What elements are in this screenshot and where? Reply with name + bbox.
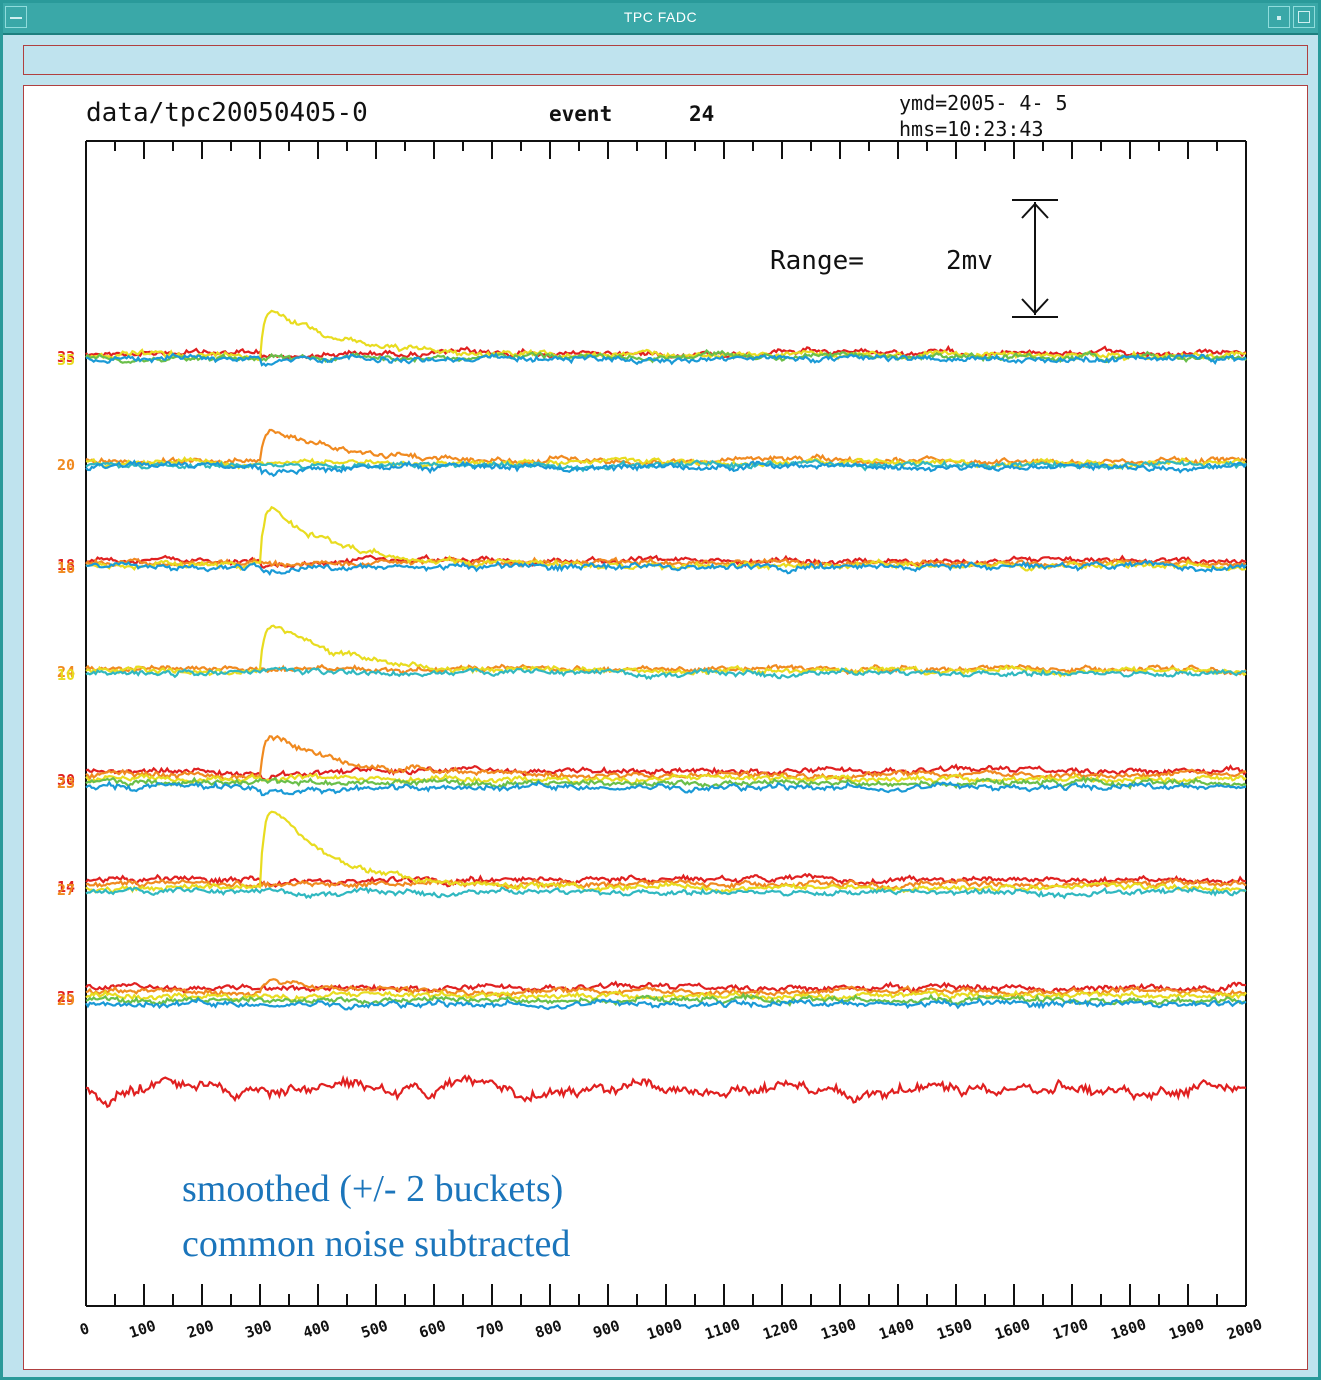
x-tick-label: 1800 bbox=[1108, 1315, 1148, 1343]
channel-label: 23 bbox=[57, 774, 75, 792]
trace-orange bbox=[85, 978, 1247, 999]
range-label: Range= bbox=[770, 246, 864, 276]
x-tick-label: 0 bbox=[77, 1319, 91, 1339]
trace-red bbox=[85, 763, 1247, 782]
x-tick-label: 1900 bbox=[1166, 1315, 1206, 1343]
title-bar[interactable]: TPC FADC bbox=[3, 3, 1318, 35]
channel-group-1 bbox=[85, 309, 1247, 368]
trace-red bbox=[85, 1074, 1247, 1109]
x-tick-label: 700 bbox=[475, 1316, 506, 1341]
trace-yellow bbox=[85, 624, 1247, 678]
channel-label: 25 bbox=[57, 988, 75, 1006]
x-tick-label: 1700 bbox=[1050, 1315, 1090, 1343]
menu-dash-icon bbox=[10, 17, 22, 19]
event-number: 24 bbox=[689, 102, 714, 126]
x-tick-label: 400 bbox=[301, 1316, 332, 1341]
channel-label: 20 bbox=[57, 456, 75, 474]
channel-group-2 bbox=[85, 428, 1247, 478]
x-tick-label: 2000 bbox=[1224, 1315, 1264, 1343]
trace-blue bbox=[85, 459, 1247, 478]
trace-green bbox=[85, 775, 1247, 791]
channel-group-7 bbox=[85, 978, 1247, 1011]
channel-label: 16 bbox=[57, 559, 75, 577]
trace-orange bbox=[85, 428, 1247, 468]
channel-label: 18 bbox=[57, 556, 75, 574]
x-tick-label: 1000 bbox=[644, 1315, 684, 1343]
channel-group-8 bbox=[85, 1074, 1247, 1109]
x-tick-label: 800 bbox=[533, 1316, 564, 1341]
file-label: data/tpc20050405-0 bbox=[86, 98, 368, 128]
trace-yellow bbox=[85, 810, 1247, 895]
x-tick-label: 600 bbox=[417, 1316, 448, 1341]
x-tick-label: 900 bbox=[591, 1316, 622, 1341]
minimize-button[interactable] bbox=[1268, 6, 1290, 28]
x-tick-label: 300 bbox=[243, 1316, 274, 1341]
maximize-button[interactable] bbox=[1293, 6, 1315, 28]
trace-red bbox=[85, 872, 1247, 889]
channel-group-3 bbox=[85, 505, 1247, 577]
channel-group-5 bbox=[85, 734, 1247, 797]
range-arrow-icon bbox=[1012, 199, 1058, 318]
channel-label: 10 bbox=[57, 666, 75, 684]
x-tick-labels: 0 100 200 300 400 500 600 700 800 900 1000 1100 1200… bbox=[77, 1315, 1264, 1343]
x-tick-label: 1400 bbox=[876, 1315, 916, 1343]
channel-label: 27 bbox=[57, 881, 75, 899]
trace-blue bbox=[85, 780, 1246, 797]
channel-label: 29 bbox=[57, 991, 75, 1009]
x-tick-label: 1500 bbox=[934, 1315, 974, 1343]
trace-yellow bbox=[85, 309, 1247, 362]
bottom-axis-ticks bbox=[85, 1284, 1247, 1306]
window-title: TPC FADC bbox=[623, 9, 698, 25]
note-common-noise: common noise subtracted bbox=[182, 1223, 570, 1265]
message-bar bbox=[23, 45, 1308, 75]
x-tick-label: 1100 bbox=[702, 1315, 742, 1343]
hms-label: hms=10:23:43 bbox=[899, 117, 1044, 141]
channel-label: 30 bbox=[57, 771, 75, 789]
trace-blue bbox=[85, 997, 1247, 1011]
trace-blue bbox=[85, 559, 1247, 577]
range-value: 2mv bbox=[946, 246, 993, 276]
event-label: event bbox=[549, 102, 612, 126]
waveform-traces bbox=[85, 309, 1247, 1109]
ymd-label: ymd=2005- 4- 5 bbox=[899, 91, 1068, 115]
top-axis-ticks bbox=[85, 141, 1247, 159]
channel-label: 33 bbox=[57, 348, 75, 366]
minimize-icon bbox=[1277, 16, 1281, 20]
trace-cyan bbox=[85, 886, 1247, 900]
channel-label: 14 bbox=[57, 878, 75, 896]
trace-cyan bbox=[85, 666, 1247, 681]
trace-cyan bbox=[85, 459, 1247, 473]
x-tick-label: 1300 bbox=[818, 1315, 858, 1343]
trace-blue bbox=[85, 352, 1247, 368]
channel-group-6 bbox=[85, 810, 1247, 900]
x-tick-label: 100 bbox=[127, 1316, 158, 1341]
x-tick-label: 200 bbox=[185, 1316, 216, 1341]
plot-frame bbox=[85, 140, 1247, 1307]
x-tick-label: 1200 bbox=[760, 1315, 800, 1343]
window-menu-button[interactable] bbox=[5, 6, 27, 28]
plot-canvas: data/tpc20050405-0 event 24 ymd=2005- 4-… bbox=[23, 85, 1308, 1370]
x-tick-label: 500 bbox=[359, 1316, 390, 1341]
fadc-plot: data/tpc20050405-0 event 24 ymd=2005- 4-… bbox=[57, 91, 1264, 1343]
trace-yellow bbox=[85, 989, 1247, 1003]
x-tick-label: 1600 bbox=[992, 1315, 1032, 1343]
channel-group-4 bbox=[85, 624, 1247, 681]
maximize-icon bbox=[1298, 11, 1310, 23]
channel-label: 24 bbox=[57, 663, 75, 681]
channel-label: 35 bbox=[57, 351, 75, 369]
note-smoothed: smoothed (+/- 2 buckets) bbox=[182, 1168, 563, 1210]
